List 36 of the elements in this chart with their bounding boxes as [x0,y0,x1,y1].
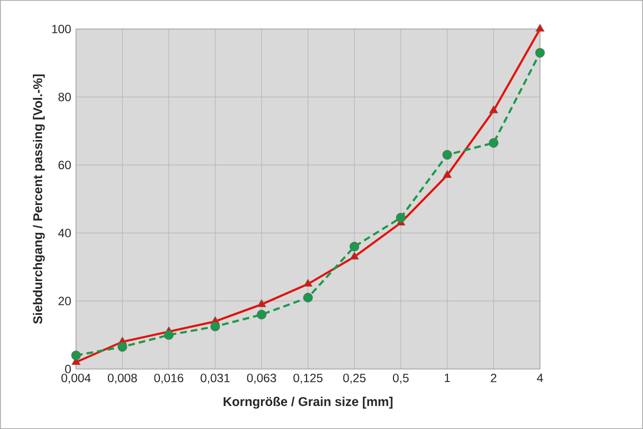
y-tick-label: 80 [58,92,71,102]
y-tick-label: 40 [58,228,71,238]
point [210,322,220,332]
x-tick-label: 0,063 [247,374,276,384]
point [442,150,452,160]
point [488,138,498,148]
x-tick-label: 0,125 [293,374,323,384]
point [396,212,406,223]
point [489,106,498,114]
point [350,242,360,252]
x-axis-title: Korngröße / Grain size [mm] [224,396,392,409]
point [164,330,174,340]
point [71,350,81,360]
y-axis-title: Siebdurchgang / Percent passing [Vol.-%] [32,74,45,324]
point [535,48,545,58]
point [442,170,452,178]
point [118,342,128,352]
y-tick-label: 0 [65,364,71,374]
x-tick-label: 2 [490,374,496,382]
point [304,278,312,287]
point [257,299,266,308]
y-tick-label: 100 [52,24,71,34]
y-tick-label: 60 [58,160,71,170]
x-tick-label: 1 [444,374,450,382]
x-tick-label: 0,016 [154,374,184,384]
point [350,252,359,260]
x-tick-label: 0,25 [343,374,366,384]
y-tick-label: 20 [58,296,71,306]
point [303,292,313,302]
x-tick-label: 0,004 [61,374,91,384]
x-tick-label: 0,008 [108,374,137,384]
x-tick-label: 0,5 [392,374,409,384]
x-tick-label: 0,031 [200,374,230,384]
point [256,310,266,320]
point [536,24,544,32]
x-tick-label: 4 [536,374,543,382]
